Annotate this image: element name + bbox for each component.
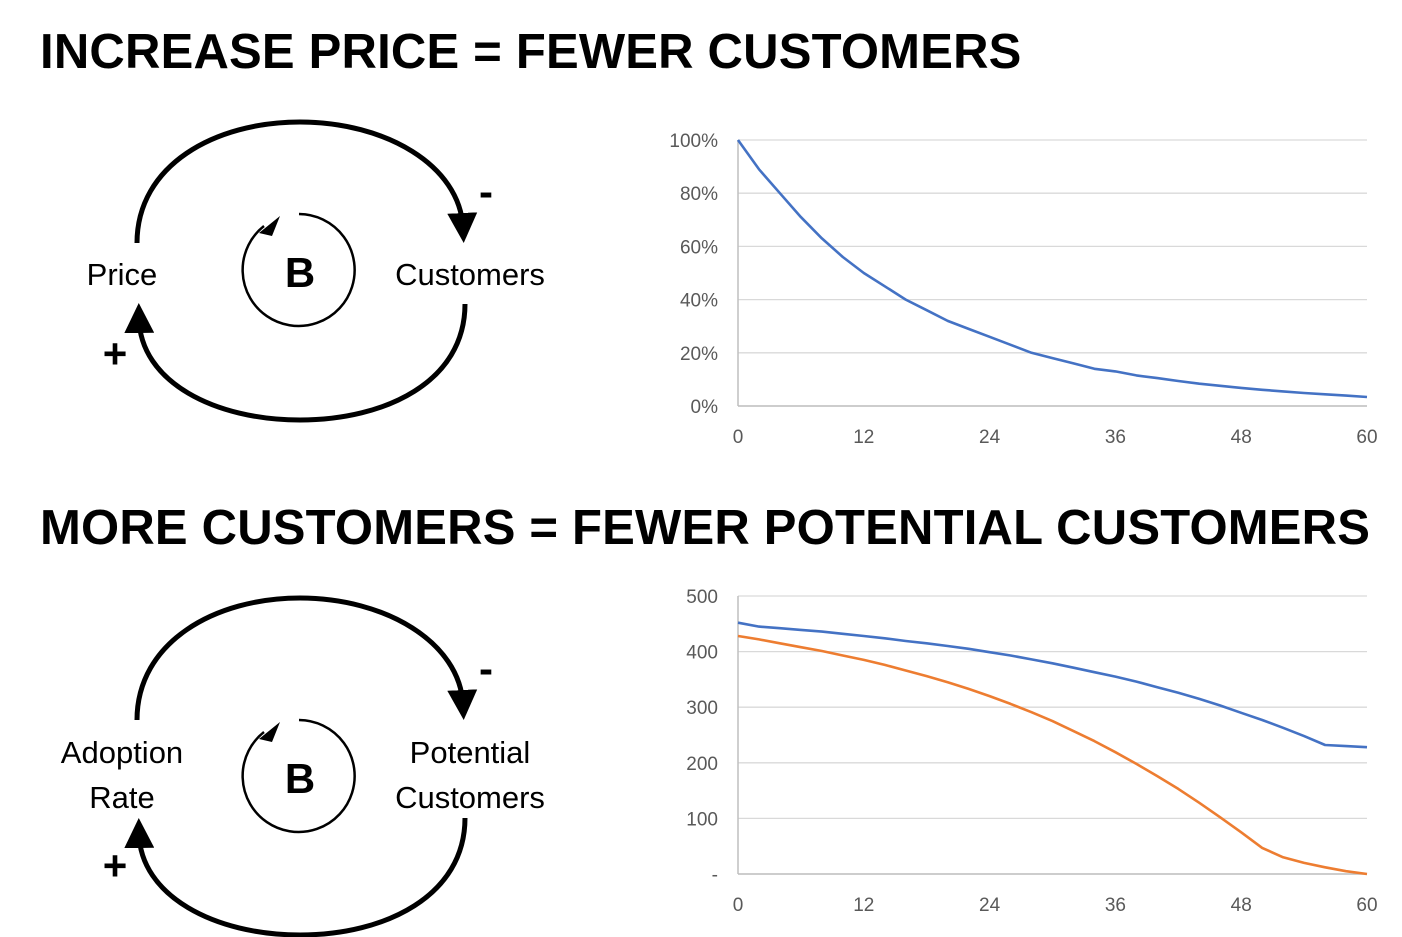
y-tick-label: 400 xyxy=(686,643,718,664)
node-label-potential-line1: Potential xyxy=(410,735,531,770)
x-tick-label: 48 xyxy=(1231,427,1252,448)
y-tick-label: 60% xyxy=(680,237,718,258)
link-polarity-positive: + xyxy=(103,842,128,889)
x-tick-label: 24 xyxy=(979,427,1001,448)
series-line-1 xyxy=(737,621,1368,749)
y-tick-label: 40% xyxy=(680,291,718,312)
y-tick-label: 500 xyxy=(686,587,718,608)
y-tick-label: 20% xyxy=(680,344,718,365)
chart-customers-decline: 0% 20% 40% 60% 80% 100% 0 12 24 36 48 60 xyxy=(669,131,1377,448)
node-label-adoption-line1: Adoption xyxy=(61,735,183,770)
y-tick-label: 200 xyxy=(686,754,718,775)
balancing-loop-circle-icon xyxy=(241,212,356,328)
x-tick-label: 12 xyxy=(853,427,874,448)
loop-type-label: B xyxy=(285,755,315,802)
x-tick-label: 36 xyxy=(1105,427,1126,448)
bottom-arc-arrow xyxy=(124,303,468,423)
loop-type-label: B xyxy=(285,249,315,296)
balancing-loop-arrowhead-icon xyxy=(259,216,280,236)
series-line-1 xyxy=(736,139,1368,399)
link-polarity-negative: - xyxy=(479,168,493,215)
balancing-loop-circle-icon xyxy=(241,718,356,834)
section-title-price-customers: INCREASE PRICE = FEWER CUSTOMERS xyxy=(40,25,1022,79)
link-polarity-positive: + xyxy=(103,330,128,377)
x-tick-label: 48 xyxy=(1231,895,1252,916)
x-tick-label: 0 xyxy=(733,427,744,448)
causal-loop-diagram-price: B Price Customers - + xyxy=(87,119,545,423)
y-tick-label: - xyxy=(712,865,718,886)
series-line-2 xyxy=(737,634,1368,876)
node-label-adoption-line2: Rate xyxy=(89,780,154,815)
node-label-price: Price xyxy=(87,257,158,292)
x-tick-label: 0 xyxy=(733,895,744,916)
top-arc-arrow xyxy=(134,119,478,244)
x-tick-label: 24 xyxy=(979,895,1001,916)
top-arc-arrow xyxy=(134,595,478,721)
chart-potential-customers: - 100 200 300 400 500 0 12 24 36 48 60 xyxy=(686,587,1377,916)
causal-loop-diagram-adoption: B Adoption Rate Potential Customers - + xyxy=(61,595,545,937)
bottom-arc-arrow xyxy=(124,817,468,937)
y-tick-label: 300 xyxy=(686,698,718,719)
link-polarity-negative: - xyxy=(479,645,493,692)
y-tick-label: 100% xyxy=(669,131,718,152)
balancing-loop-arrowhead-icon xyxy=(259,722,280,742)
x-tick-label: 60 xyxy=(1356,895,1377,916)
x-tick-label: 12 xyxy=(853,895,874,916)
y-tick-label: 100 xyxy=(686,809,718,830)
y-tick-label: 0% xyxy=(691,397,719,418)
y-tick-label: 80% xyxy=(680,184,718,205)
node-label-customers: Customers xyxy=(395,257,545,292)
x-tick-label: 36 xyxy=(1105,895,1126,916)
section-title-potential-customers: MORE CUSTOMERS = FEWER POTENTIAL CUSTOME… xyxy=(40,501,1371,555)
x-tick-label: 60 xyxy=(1356,427,1377,448)
node-label-potential-line2: Customers xyxy=(395,780,545,815)
